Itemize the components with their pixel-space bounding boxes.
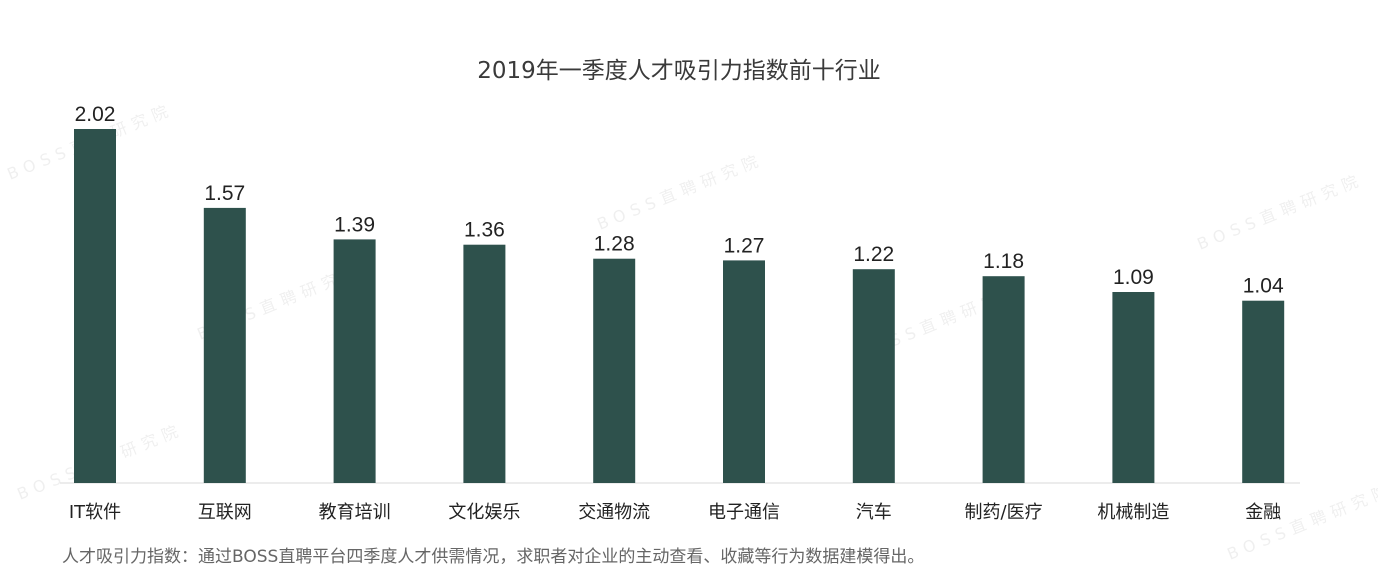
bar-value-label: 1.27 [724,234,765,257]
bar [1112,292,1155,483]
value-label-group: 2.02 1.57 1.39 1.36 1.28 1.27 1.22 1.18 1.09 1.04 [75,103,1284,298]
bar-value-label: 1.04 [1243,275,1284,298]
category-label-group: IT软件 互联网 教育培训 文化娱乐 交通物流 电子通信 汽车 制药/医疗 机械制造 金融 [69,502,1281,523]
bar-group [74,129,1285,483]
category-label: 互联网 [198,502,252,523]
bar-value-label: 1.18 [983,250,1024,273]
bar [203,207,246,483]
bar-value-label: 1.57 [204,182,245,205]
bar [852,269,895,483]
bar-value-label: 1.36 [464,219,505,242]
category-label: 交通物流 [578,502,650,523]
bar [723,260,765,483]
category-label: 文化娱乐 [448,502,520,523]
bar-value-label: 2.02 [75,103,116,126]
bar [1242,300,1285,483]
chart-title: 2019年一季度人才吸引力指数前十行业 [477,58,881,84]
index-footnote: 人才吸引力指数：通过BOSS直聘平台四季度人才供需情况，求职者对企业的主动查看、… [62,547,924,567]
bar-value-label: 1.22 [853,243,894,266]
category-label: 汽车 [856,502,892,523]
bar [74,129,116,483]
bar-value-label: 1.28 [594,233,635,256]
bar-value-label: 1.39 [334,213,375,236]
category-label: 制药/医疗 [965,502,1043,523]
watermark-text: BOSS直聘研究院 [594,150,766,234]
watermark-text: BOSS直聘研究院 [1194,170,1366,254]
category-label: 机械制造 [1097,502,1169,523]
category-label: 电子通信 [708,502,780,523]
bar-value-label: 1.09 [1113,266,1154,289]
bar [982,276,1025,483]
bar [593,258,636,483]
category-label: 金融 [1245,502,1281,523]
category-label: 教育培训 [319,502,391,523]
category-label: IT软件 [69,502,121,523]
bar [463,244,506,483]
bar [333,239,376,483]
